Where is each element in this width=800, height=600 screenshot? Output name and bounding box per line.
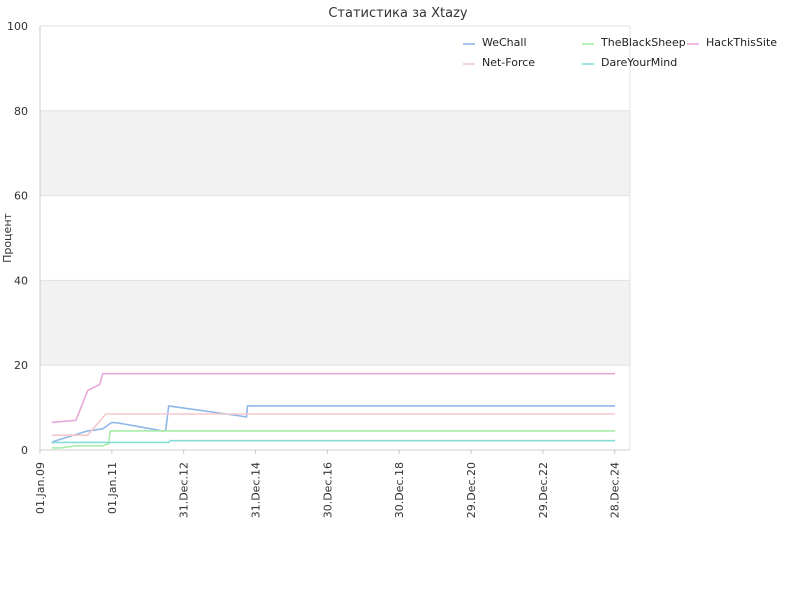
y-tick-label: 20 <box>14 359 28 372</box>
legend-label: WeChall <box>482 36 527 49</box>
legend: WeChall TheBlackSheep HackThisSite Net-Forc… <box>463 36 777 69</box>
legend-label: HackThisSite <box>706 36 777 49</box>
series-line-dareyourmind <box>51 439 616 444</box>
chart-title: Статистика за Xtazy <box>328 6 468 21</box>
grid-lines <box>40 25 630 451</box>
series-line-net-force <box>51 413 616 437</box>
y-tick-label: 60 <box>14 190 28 203</box>
x-tick-label: 31.Dec.14 <box>250 462 263 518</box>
x-tick-label: 01.Jan.09 <box>34 462 47 514</box>
legend-label: TheBlackSheep <box>600 36 686 49</box>
series-line-theblacksheep <box>51 430 616 449</box>
series-line-wechall <box>51 404 616 445</box>
x-tick-label: 29.Dec.20 <box>465 462 478 518</box>
plot-band <box>40 280 630 366</box>
y-tick-label: 100 <box>7 20 28 33</box>
x-tick-label: 01.Jan.11 <box>106 462 119 514</box>
series-line-hackthissite <box>51 372 616 424</box>
x-tick-label: 30.Dec.16 <box>321 462 334 518</box>
y-tick-label: 0 <box>21 444 28 457</box>
axes: 0 20 40 60 80 100 01.Jan.09 01.Jan.11 31.Dec.12 3… <box>7 20 631 518</box>
x-tick-label: 31.Dec.12 <box>178 462 191 518</box>
y-axis-label: Процент <box>1 212 14 262</box>
y-tick-label: 80 <box>14 105 28 118</box>
series-lines <box>51 372 616 449</box>
x-tick-label: 29.Dec.22 <box>537 462 550 518</box>
x-tick-label: 30.Dec.18 <box>393 462 406 518</box>
plot-bands <box>40 110 630 366</box>
legend-label: DareYourMind <box>601 56 677 69</box>
legend-label: Net-Force <box>482 56 535 69</box>
x-tick-label: 28.Dec.24 <box>609 462 622 518</box>
y-tick-label: 40 <box>14 274 28 287</box>
plot-band <box>40 110 630 196</box>
